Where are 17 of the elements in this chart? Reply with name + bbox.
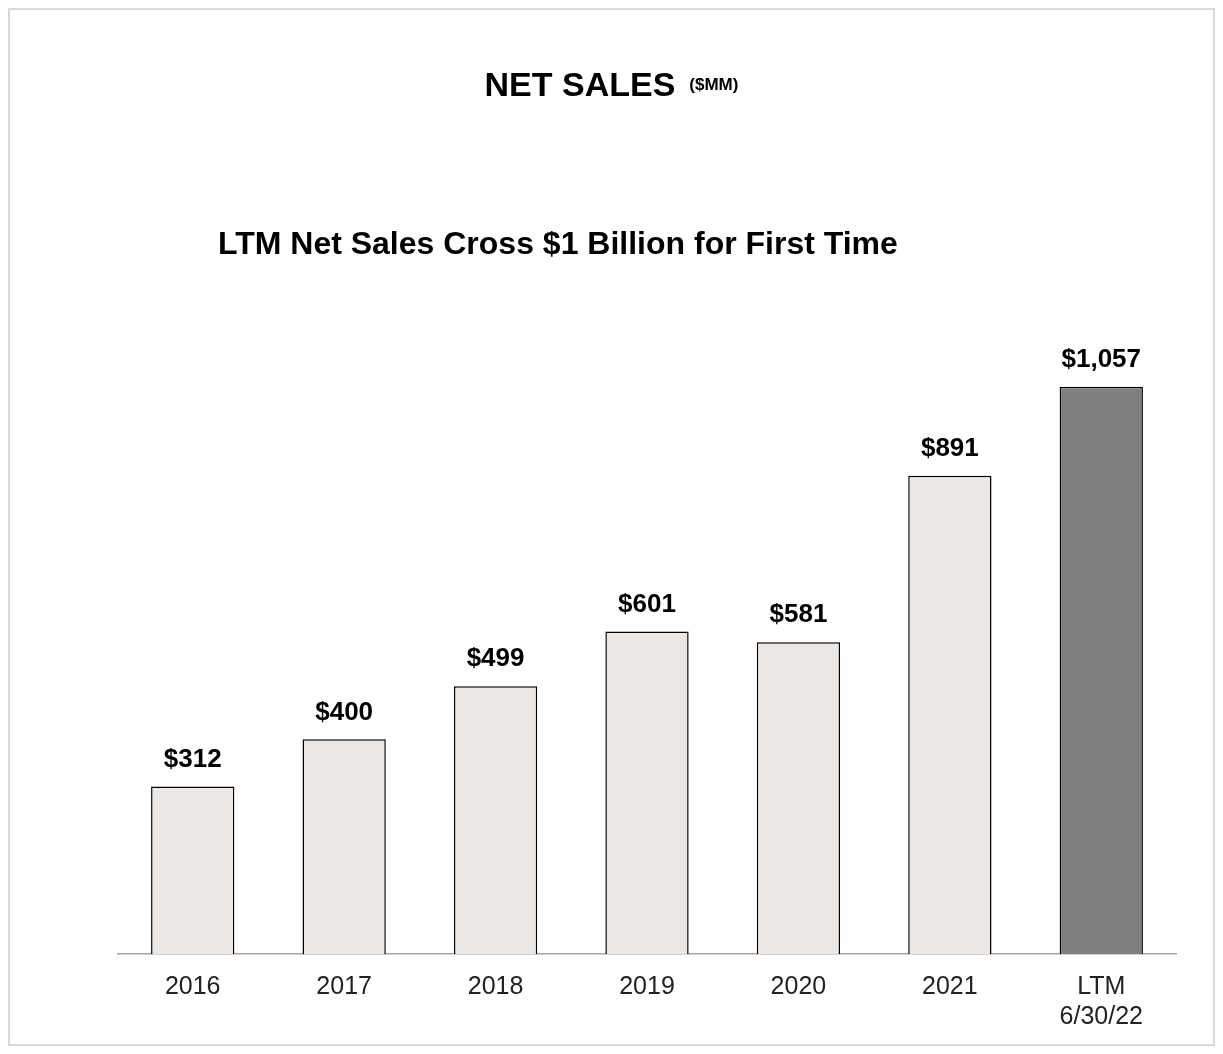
data-label: $499 — [466, 642, 525, 673]
x-tick-label: 2021 — [922, 970, 978, 999]
data-label: $601 — [618, 587, 676, 618]
x-tick-label: 2016 — [164, 970, 221, 999]
chart-subtitle: LTM Net Sales Cross $1 Billion for First Time — [218, 225, 898, 262]
data-label: $891 — [920, 432, 979, 462]
data-label: $400 — [315, 695, 374, 726]
data-label: $312 — [163, 742, 222, 773]
x-tick-label: 2017 — [316, 970, 372, 999]
data-label: $1,057 — [1061, 342, 1142, 373]
text: ($MM) — [689, 75, 739, 94]
x-tick-label: 2018 — [467, 970, 524, 999]
x-tick-label: 2019 — [619, 970, 675, 999]
x-tick-label: 2020 — [770, 970, 827, 999]
chart-title: NET SALES — [484, 65, 676, 103]
data-label: $581 — [769, 598, 828, 629]
x-tick-label: LTM 6/30/22 — [1059, 970, 1143, 1029]
